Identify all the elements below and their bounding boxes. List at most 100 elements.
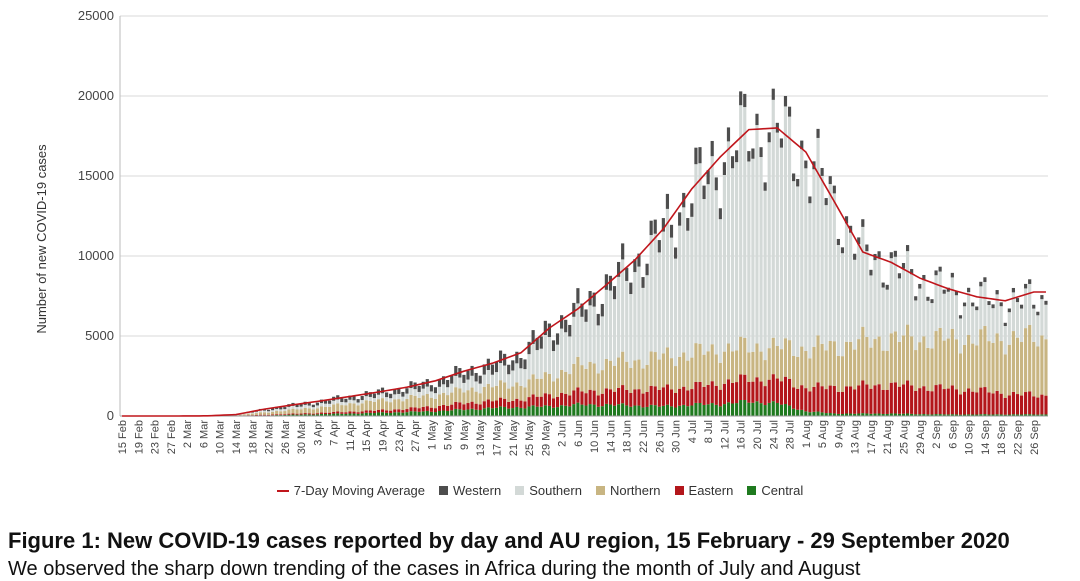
x-tick-label: 10 Sep xyxy=(964,420,976,455)
bar-segment-eastern xyxy=(641,394,644,408)
x-tick-label: 14 Mar xyxy=(231,420,243,455)
bar-segment-western xyxy=(352,396,355,400)
bar-segment-central xyxy=(548,406,551,416)
legend-item-northern: Northern xyxy=(596,483,661,498)
bar-segment-western xyxy=(674,247,677,258)
x-tick-label: 11 Apr xyxy=(345,420,357,451)
bar-segment-southern xyxy=(409,388,412,395)
bar-segment-western xyxy=(670,225,673,238)
bar-segment-southern xyxy=(646,275,649,365)
bar-segment-southern xyxy=(340,402,343,405)
bar-segment-northern xyxy=(865,337,868,385)
bar-segment-western xyxy=(568,325,571,336)
bar-segment-northern xyxy=(475,392,478,404)
bar-segment-southern xyxy=(300,407,303,410)
bar-segment-northern xyxy=(291,409,294,414)
bar-segment-southern xyxy=(609,291,612,361)
bar-segment-southern xyxy=(800,149,803,347)
bar-segment-central xyxy=(776,403,779,416)
bar-segment-western xyxy=(678,212,681,225)
bar-segment-western xyxy=(658,240,661,252)
bar-segment-central xyxy=(768,403,771,416)
bar-segment-eastern xyxy=(678,389,681,406)
bar-segment-western xyxy=(462,375,465,383)
bar-segment-southern xyxy=(377,395,380,399)
bar-segment-eastern xyxy=(556,397,559,407)
bar-segment-eastern xyxy=(527,397,530,406)
bar-segment-northern xyxy=(483,387,486,401)
bar-segment-western xyxy=(283,407,286,409)
bar-segment-eastern xyxy=(751,382,754,403)
bar-segment-eastern xyxy=(780,381,783,404)
bar-segment-central xyxy=(483,408,486,416)
bar-segment-southern xyxy=(812,169,815,347)
bar-segment-western xyxy=(853,254,856,260)
bar-segment-southern xyxy=(251,413,254,414)
bar-segment-eastern xyxy=(336,411,339,413)
bar-segment-northern xyxy=(287,409,290,413)
bar-segment-eastern xyxy=(458,402,461,409)
bar-segment-northern xyxy=(633,361,636,390)
bar-segment-northern xyxy=(768,348,771,380)
bar-segment-northern xyxy=(544,372,547,393)
bar-segment-northern xyxy=(495,386,498,401)
bar-segment-central xyxy=(747,403,750,416)
bar-segment-southern xyxy=(837,245,840,356)
bar-segment-southern xyxy=(865,251,868,337)
bar-segment-southern xyxy=(873,260,876,339)
bar-segment-southern xyxy=(576,303,579,356)
bar-segment-southern xyxy=(613,299,616,366)
bar-segment-eastern xyxy=(324,413,327,414)
bar-segment-eastern xyxy=(519,401,522,408)
bar-segment-eastern xyxy=(466,403,469,409)
bar-segment-western xyxy=(584,309,587,321)
bar-segment-southern xyxy=(816,138,819,335)
bar-segment-eastern xyxy=(515,399,518,407)
bar-segment-southern xyxy=(784,106,787,338)
bar-segment-northern xyxy=(312,410,315,414)
bar-segment-western xyxy=(861,219,864,227)
bar-segment-western xyxy=(723,162,726,175)
bar-segment-central xyxy=(568,406,571,416)
bar-segment-northern xyxy=(548,374,551,394)
bar-segment-eastern xyxy=(552,398,555,408)
bar-segment-southern xyxy=(849,233,852,342)
bar-segment-central xyxy=(527,406,530,416)
bar-segment-central xyxy=(658,407,661,416)
bar-segment-western xyxy=(894,251,897,257)
bar-segment-central xyxy=(442,411,445,417)
bar-segment-northern xyxy=(955,339,958,389)
bar-segment-central xyxy=(576,403,579,416)
bar-segment-eastern xyxy=(853,390,856,414)
bar-segment-eastern xyxy=(865,385,868,414)
bar-segment-northern xyxy=(922,336,925,386)
bar-segment-southern xyxy=(491,375,494,387)
bar-segment-western xyxy=(702,186,705,199)
bar-segment-western xyxy=(373,394,376,399)
bar-segment-southern xyxy=(906,251,909,324)
bar-segment-western xyxy=(560,315,563,328)
bar-segment-western xyxy=(1020,305,1023,309)
bar-segment-eastern xyxy=(344,412,347,414)
bar-segment-central xyxy=(397,412,400,416)
bar-segment-eastern xyxy=(267,415,270,416)
bar-segment-western xyxy=(556,333,559,344)
x-tick-label: 10 Jun xyxy=(589,420,601,453)
bar-segment-northern xyxy=(507,389,510,402)
bar-segment-northern xyxy=(686,361,689,391)
bar-segment-central xyxy=(821,412,824,416)
bar-segment-eastern xyxy=(442,405,445,411)
bar-segment-eastern xyxy=(906,381,909,414)
bar-segment-central xyxy=(715,405,718,416)
figure-caption: Figure 1: New COVID-19 cases reported by… xyxy=(8,528,1010,554)
x-tick-label: 5 May xyxy=(443,420,455,450)
bar-segment-northern xyxy=(316,408,319,413)
bar-segment-eastern xyxy=(922,386,925,414)
bar-segment-western xyxy=(576,288,579,303)
bar-segment-southern xyxy=(344,402,347,405)
bar-segment-central xyxy=(507,409,510,416)
legend-label-eastern: Eastern xyxy=(689,483,734,498)
bar-segment-northern xyxy=(308,408,311,413)
bar-segment-southern xyxy=(540,349,543,379)
bar-segment-southern xyxy=(328,404,331,407)
